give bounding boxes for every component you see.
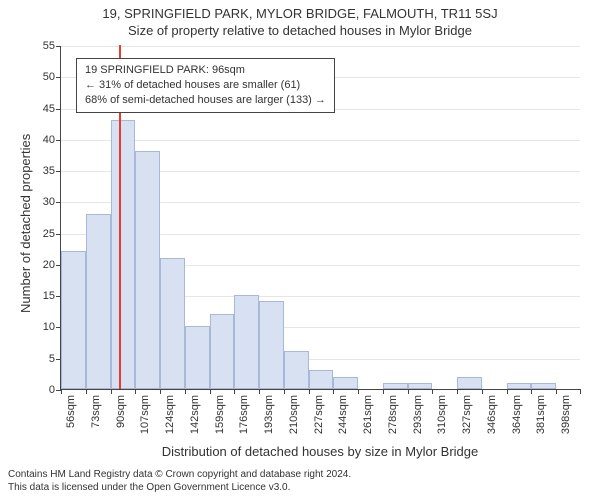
y-tick — [56, 109, 61, 110]
y-tick-label: 20 — [43, 259, 55, 271]
x-tick-label: 73sqm — [90, 395, 102, 428]
x-tick — [432, 389, 433, 394]
histogram-bar — [284, 351, 309, 389]
y-tick-label: 30 — [43, 196, 55, 208]
x-tick-label: 56sqm — [65, 395, 77, 428]
x-tick — [284, 389, 285, 394]
gridline — [61, 46, 580, 47]
annotation-line-3: 68% of semi-detached houses are larger (… — [85, 93, 326, 108]
x-tick-label: 124sqm — [164, 395, 176, 434]
annotation-line-2: ← 31% of detached houses are smaller (61… — [85, 78, 326, 93]
y-tick — [56, 140, 61, 141]
x-tick-label: 278sqm — [387, 395, 399, 434]
x-tick — [408, 389, 409, 394]
histogram-bar — [210, 314, 235, 389]
footer: Contains HM Land Registry data © Crown c… — [8, 468, 592, 494]
x-tick-label: 398sqm — [560, 395, 572, 434]
x-tick — [482, 389, 483, 394]
x-axis-label: Distribution of detached houses by size … — [60, 444, 580, 459]
x-tick-label: 261sqm — [362, 395, 374, 434]
x-tick-label: 176sqm — [238, 395, 250, 434]
x-tick — [531, 389, 532, 394]
footer-line-1: Contains HM Land Registry data © Crown c… — [8, 468, 592, 481]
x-tick-label: 244sqm — [337, 395, 349, 434]
page-title-2: Size of property relative to detached ho… — [0, 21, 600, 38]
histogram-bar — [61, 251, 86, 389]
footer-line-2: This data is licensed under the Open Gov… — [8, 481, 592, 494]
histogram-bar — [160, 258, 185, 389]
annotation-box: 19 SPRINGFIELD PARK: 96sqm ← 31% of deta… — [76, 58, 335, 113]
histogram-bar — [185, 326, 210, 389]
x-tick — [556, 389, 557, 394]
y-tick — [56, 171, 61, 172]
y-tick-label: 0 — [49, 384, 55, 396]
histogram-bar — [135, 151, 160, 389]
y-tick-label: 55 — [43, 40, 55, 52]
x-tick — [210, 389, 211, 394]
x-tick — [160, 389, 161, 394]
x-tick-label: 90sqm — [115, 395, 127, 428]
y-tick — [56, 46, 61, 47]
y-tick-label: 35 — [43, 165, 55, 177]
histogram-bar — [234, 295, 259, 389]
gridline — [61, 140, 580, 141]
x-tick — [135, 389, 136, 394]
x-tick-label: 310sqm — [436, 395, 448, 434]
histogram-bar — [86, 214, 111, 389]
x-tick — [383, 389, 384, 394]
x-tick — [111, 389, 112, 394]
x-tick-label: 346sqm — [486, 395, 498, 434]
y-tick — [56, 77, 61, 78]
x-tick-label: 293sqm — [412, 395, 424, 434]
histogram-bar — [457, 377, 482, 390]
x-tick-label: 364sqm — [511, 395, 523, 434]
y-tick-label: 10 — [43, 321, 55, 333]
x-tick — [358, 389, 359, 394]
x-tick — [234, 389, 235, 394]
y-tick-label: 50 — [43, 71, 55, 83]
x-tick — [86, 389, 87, 394]
y-axis-label: Number of detached properties — [18, 134, 33, 313]
histogram-bar — [531, 383, 556, 389]
y-tick-label: 45 — [43, 103, 55, 115]
annotation-line-1: 19 SPRINGFIELD PARK: 96sqm — [85, 63, 326, 78]
x-tick — [333, 389, 334, 394]
histogram-bar — [111, 120, 136, 389]
histogram-bar — [333, 377, 358, 390]
y-tick-label: 5 — [49, 353, 55, 365]
x-tick — [580, 389, 581, 394]
histogram-bar — [259, 301, 284, 389]
x-tick-label: 210sqm — [288, 395, 300, 434]
histogram-bar — [309, 370, 334, 389]
histogram-bar — [507, 383, 532, 389]
x-tick — [309, 389, 310, 394]
x-tick-label: 107sqm — [139, 395, 151, 434]
x-tick-label: 227sqm — [313, 395, 325, 434]
y-tick-label: 25 — [43, 228, 55, 240]
y-tick-label: 15 — [43, 290, 55, 302]
y-tick — [56, 202, 61, 203]
x-tick — [507, 389, 508, 394]
x-tick — [457, 389, 458, 394]
y-tick-label: 40 — [43, 134, 55, 146]
x-tick — [185, 389, 186, 394]
x-tick-label: 327sqm — [461, 395, 473, 434]
histogram-bar — [383, 383, 408, 389]
x-tick-label: 193sqm — [263, 395, 275, 434]
page-title-1: 19, SPRINGFIELD PARK, MYLOR BRIDGE, FALM… — [0, 0, 600, 21]
x-tick-label: 159sqm — [214, 395, 226, 434]
x-tick — [61, 389, 62, 394]
x-tick — [259, 389, 260, 394]
x-tick-label: 142sqm — [189, 395, 201, 434]
histogram-bar — [408, 383, 433, 389]
y-tick — [56, 234, 61, 235]
x-tick-label: 381sqm — [535, 395, 547, 434]
